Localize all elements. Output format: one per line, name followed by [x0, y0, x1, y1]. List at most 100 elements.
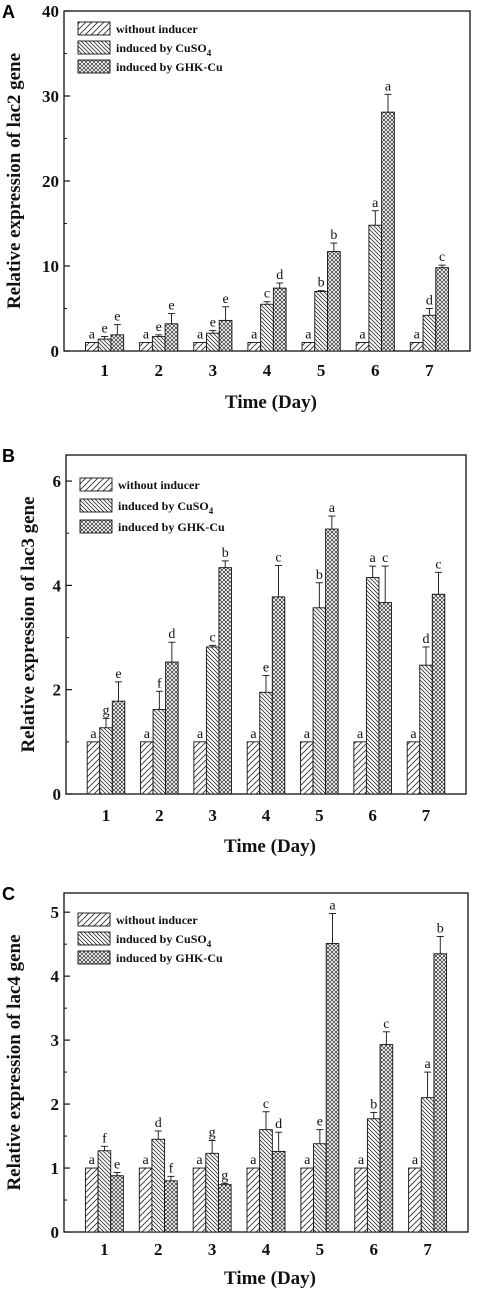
- y-tick-label: 30: [42, 87, 59, 106]
- significance-label: a: [197, 328, 204, 343]
- bar: [218, 319, 233, 352]
- y-tick-label: 4: [53, 576, 62, 595]
- significance-label: e: [114, 1158, 120, 1173]
- x-axis-title: Time (Day): [224, 1268, 316, 1289]
- x-tick-label: 3: [209, 361, 218, 380]
- x-tick-label: 6: [371, 361, 380, 380]
- legend-label: induced by GHK-Cu: [116, 951, 223, 965]
- significance-label: a: [329, 501, 336, 516]
- bar: [193, 741, 207, 795]
- bar: [218, 1184, 232, 1233]
- bar: [84, 1167, 99, 1233]
- legend-swatch: [77, 931, 111, 946]
- significance-label: d: [155, 1116, 162, 1131]
- significance-label: a: [370, 551, 377, 566]
- bar: [85, 342, 99, 352]
- significance-label: d: [275, 1117, 282, 1132]
- bar: [86, 741, 101, 795]
- significance-label: b: [316, 568, 323, 583]
- y-axis-title: Relative expression of lac4 gene: [4, 934, 25, 1190]
- y-tick-label: 4: [51, 967, 60, 986]
- significance-label: b: [370, 1097, 377, 1112]
- significance-label: a: [90, 727, 97, 742]
- legend-swatch: [79, 519, 113, 534]
- significance-label: a: [89, 1153, 96, 1168]
- x-tick-label: 1: [100, 361, 109, 380]
- bar: [151, 336, 166, 352]
- significance-label: b: [330, 228, 337, 243]
- bar: [435, 267, 449, 352]
- legend-label: without inducer: [116, 22, 198, 36]
- significance-label: e: [114, 310, 120, 325]
- bar: [260, 303, 274, 352]
- x-tick-label: 4: [262, 806, 271, 825]
- y-tick-label: 10: [42, 257, 59, 276]
- bar: [246, 741, 261, 795]
- bar: [272, 287, 287, 352]
- x-tick-label: 5: [315, 806, 324, 825]
- bar: [433, 953, 448, 1233]
- bar: [406, 741, 421, 795]
- y-tick-label: 2: [53, 681, 62, 700]
- significance-label: a: [250, 1153, 257, 1168]
- significance-label: a: [89, 328, 96, 343]
- significance-label: d: [276, 268, 283, 283]
- significance-label: c: [382, 551, 388, 566]
- significance-label: f: [102, 1131, 107, 1146]
- bar: [325, 943, 340, 1233]
- bar: [327, 251, 341, 352]
- significance-label: e: [156, 320, 162, 335]
- legend-swatch: [77, 950, 111, 965]
- significance-label: c: [264, 287, 270, 302]
- bar: [193, 342, 207, 352]
- significance-label: e: [210, 316, 216, 331]
- x-tick-label: 6: [369, 1240, 378, 1259]
- significance-label: b: [222, 546, 229, 561]
- significance-label: a: [250, 727, 257, 742]
- x-tick-label: 6: [368, 806, 377, 825]
- bar: [301, 342, 316, 352]
- y-tick-label: 20: [42, 172, 59, 191]
- significance-label: a: [414, 328, 421, 343]
- legend-label: induced by GHK-Cu: [118, 520, 225, 534]
- chart-panel-a: A 0 10 20 30 40 Relative expression of lac2 ge…: [2, 2, 471, 413]
- legend-label: without inducer: [118, 478, 200, 492]
- y-tick-label: 3: [51, 1031, 60, 1050]
- bar: [378, 602, 392, 795]
- significance-label: a: [329, 898, 336, 913]
- significance-label: c: [383, 1017, 389, 1032]
- x-tick-label: 7: [425, 361, 434, 380]
- significance-label: d: [168, 627, 175, 642]
- significance-label: a: [144, 727, 151, 742]
- x-tick-label: 2: [154, 361, 163, 380]
- y-tick-label: 2: [51, 1095, 60, 1114]
- significance-label: e: [263, 661, 269, 676]
- legend-label: induced by CuSO4: [116, 932, 212, 949]
- significance-label: g: [103, 703, 110, 718]
- y-axis-title: Relative expression of lac2 gene: [4, 53, 25, 309]
- bar: [381, 111, 395, 352]
- x-tick-label: 4: [262, 1240, 271, 1259]
- y-tick-label: 5: [51, 903, 60, 922]
- bar: [314, 291, 328, 352]
- legend-label: without inducer: [116, 913, 198, 927]
- x-tick-label: 5: [317, 361, 326, 380]
- significance-label: d: [423, 632, 430, 647]
- x-tick-label: 3: [208, 806, 217, 825]
- bar: [354, 1167, 368, 1233]
- bar: [139, 342, 153, 352]
- significance-label: a: [196, 1153, 203, 1168]
- significance-label: a: [412, 1153, 419, 1168]
- bar: [379, 1044, 394, 1233]
- panel-letter: A: [2, 2, 15, 22]
- legend-swatch: [77, 40, 111, 55]
- bar: [271, 596, 286, 795]
- x-tick-label: 5: [316, 1240, 325, 1259]
- significance-label: a: [143, 328, 150, 343]
- bar: [300, 1167, 314, 1233]
- bar: [325, 528, 339, 795]
- significance-label: b: [318, 276, 325, 291]
- bar: [247, 342, 262, 352]
- bar: [97, 1150, 112, 1233]
